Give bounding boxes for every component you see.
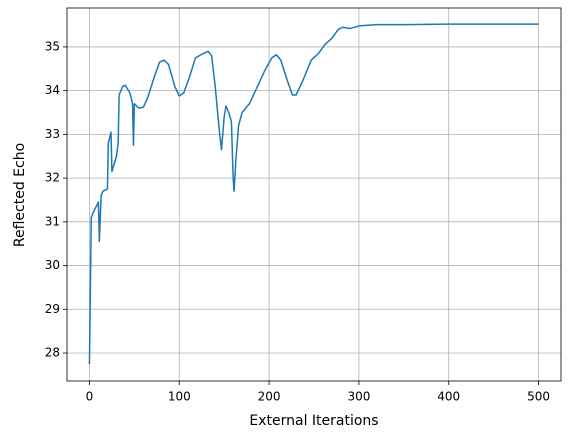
- y-axis-label: Reflected Echo: [12, 143, 28, 247]
- y-tick-label: 31: [45, 214, 60, 228]
- plot-frame: [66, 7, 562, 382]
- x-tick-label: 0: [86, 390, 94, 404]
- y-tick-label: 33: [45, 127, 60, 141]
- x-tick-label: 100: [168, 390, 191, 404]
- y-tick-label: 35: [45, 39, 60, 53]
- y-tick-label: 32: [45, 171, 60, 185]
- y-tick-label: 29: [45, 302, 60, 316]
- x-tick-label: 400: [437, 390, 460, 404]
- y-tick-label: 34: [45, 83, 60, 97]
- y-tick-label: 28: [45, 346, 60, 360]
- x-tick-label: 300: [347, 390, 370, 404]
- x-tick-label: 500: [527, 390, 550, 404]
- x-axis-label: External Iterations: [249, 413, 378, 429]
- y-tick-label: 30: [45, 258, 60, 272]
- x-tick-label: 200: [258, 390, 281, 404]
- line: [88, 23, 539, 364]
